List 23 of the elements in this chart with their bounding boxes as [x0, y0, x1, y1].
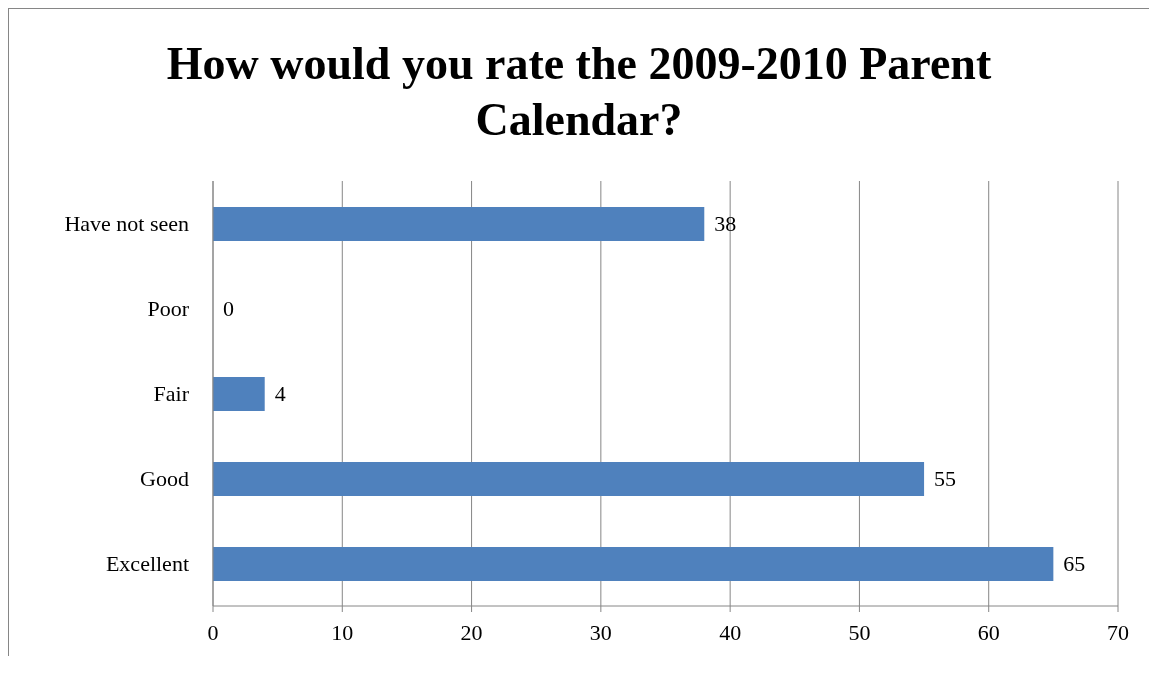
x-tick-label: 50 — [848, 619, 871, 645]
bar — [213, 207, 705, 241]
y-tick-label: Fair — [153, 381, 190, 407]
data-label: 0 — [223, 296, 234, 321]
y-tick-label: Excellent — [105, 551, 189, 577]
data-label: 38 — [714, 211, 737, 236]
x-tick-label: 70 — [1107, 619, 1129, 645]
data-label: 65 — [1063, 551, 1086, 576]
y-tick-label: Good — [140, 466, 189, 492]
bar — [213, 547, 1054, 581]
y-tick-label: Poor — [147, 296, 190, 322]
bar — [213, 462, 925, 496]
y-tick-label: Have not seen — [64, 211, 189, 237]
x-tick-label: 0 — [207, 619, 219, 645]
x-tick-label: 30 — [589, 619, 612, 645]
data-label: 4 — [274, 381, 286, 406]
x-tick-label: 40 — [719, 619, 742, 645]
x-tick-label: 60 — [977, 619, 1000, 645]
x-tick-label: 20 — [460, 619, 483, 645]
bar — [213, 377, 265, 411]
data-label: 55 — [934, 466, 957, 491]
x-tick-label: 10 — [331, 619, 354, 645]
chart-title: How would you rate the 2009-2010 Parent Calendar? — [165, 36, 993, 147]
